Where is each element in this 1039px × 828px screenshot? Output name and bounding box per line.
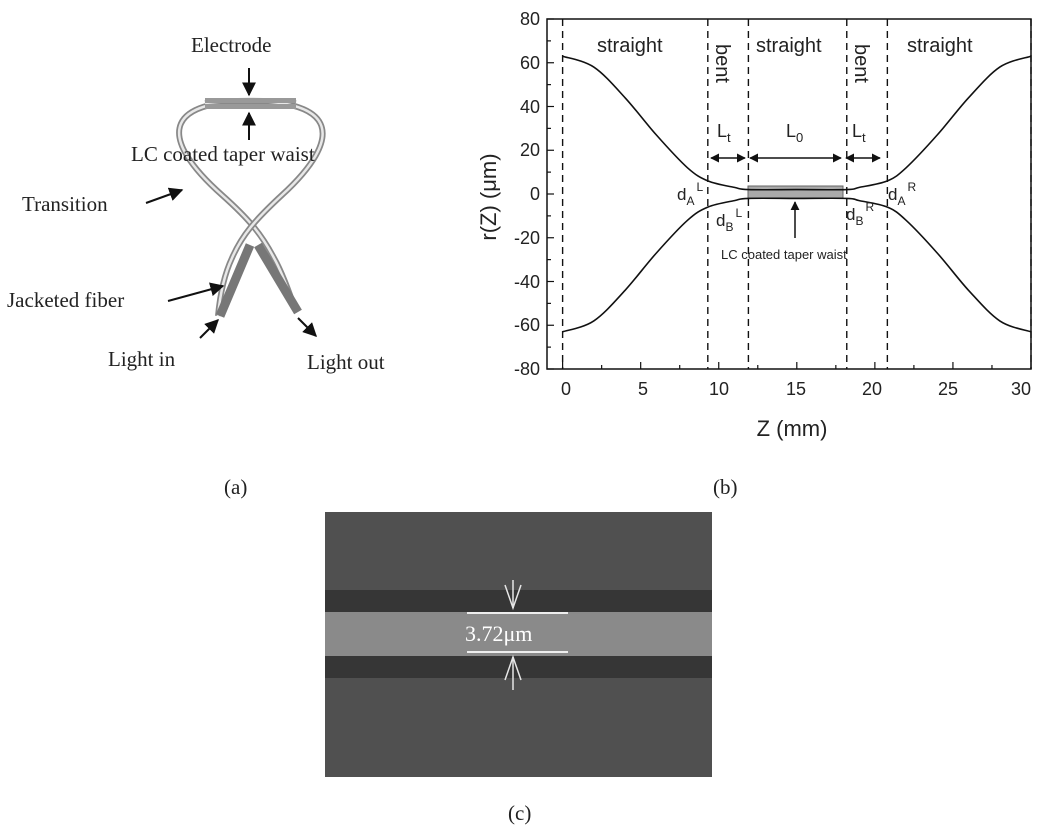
lt-right-label: Lt — [852, 121, 866, 145]
x-tick-label: 25 — [938, 379, 958, 399]
jacketed-arrow — [167, 282, 225, 302]
x-tick-label: 20 — [862, 379, 882, 399]
light-in-label: Light in — [108, 347, 176, 371]
y-axis-label: r(Z) (μm) — [476, 153, 501, 240]
lc-waist-plot-label: LC coated taper waist — [721, 247, 847, 262]
y-tick-label: -40 — [514, 272, 540, 292]
region-bent-right: bent — [850, 44, 872, 83]
fiber-loop — [176, 97, 326, 318]
y-tick-label: -20 — [514, 228, 540, 248]
lc-waist-label: LC coated taper waist — [131, 142, 315, 166]
d-b-left-label: dBL — [716, 206, 742, 234]
y-tick-label: 40 — [520, 97, 540, 117]
x-axis-label: Z (mm) — [757, 416, 828, 441]
y-tick-label: -60 — [514, 315, 540, 335]
x-tick-label: 15 — [786, 379, 806, 399]
x-tick-label: 10 — [709, 379, 729, 399]
jacket-left — [215, 243, 255, 318]
y-tick-labels: 80 60 40 20 0 -20 -40 -60 -80 — [514, 9, 540, 379]
lt-left-label: Lt — [717, 121, 731, 145]
y-tick-label: 60 — [520, 53, 540, 73]
transition-label: Transition — [22, 192, 108, 216]
caption-c: (c) — [508, 801, 531, 825]
upper-profile-line — [562, 55, 1032, 191]
region-bent-left: bent — [711, 44, 733, 83]
electrode-label: Electrode — [191, 33, 271, 57]
panel-b: 80 60 40 20 0 -20 -40 -60 -80 0 5 10 15 … — [476, 9, 1032, 499]
y-tick-label: -80 — [514, 359, 540, 379]
l0-label: L0 — [786, 121, 803, 145]
region-straight-left: straight — [597, 35, 663, 57]
measurement-label: 3.72μm — [465, 621, 532, 646]
electrode — [205, 98, 296, 109]
light-in-arrow — [199, 319, 219, 339]
d-a-left-label: dAL — [677, 180, 703, 208]
light-out-arrow — [297, 317, 317, 337]
jacketed-fiber-label: Jacketed fiber — [7, 288, 124, 312]
transition-arrow — [145, 187, 184, 204]
lower-profile-line — [562, 197, 1032, 333]
lc-coated-waist — [747, 185, 844, 199]
jacket-right — [254, 242, 302, 315]
panel-c: 3.72μm (c) — [325, 512, 712, 825]
caption-b: (b) — [713, 475, 738, 499]
light-out-label: Light out — [307, 350, 385, 374]
d-b-right-label: dBR — [846, 200, 874, 228]
y-tick-label: 80 — [520, 9, 540, 29]
y-tick-label: 0 — [530, 184, 540, 204]
x-tick-labels: 0 5 10 15 20 25 30 — [561, 379, 1031, 399]
region-straight-mid: straight — [756, 35, 822, 57]
x-tick-label: 5 — [638, 379, 648, 399]
caption-a: (a) — [224, 475, 247, 499]
fiber-waist — [325, 612, 712, 656]
y-tick-label: 20 — [520, 140, 540, 160]
x-tick-label: 0 — [561, 379, 571, 399]
d-a-right-label: dAR — [888, 180, 916, 208]
x-tick-label: 30 — [1011, 379, 1031, 399]
region-straight-right: straight — [907, 35, 973, 57]
panel-a: Electrode LC coated taper waist Transiti… — [7, 33, 385, 499]
tick-marks — [547, 18, 1032, 370]
taper-profile — [562, 55, 1032, 333]
